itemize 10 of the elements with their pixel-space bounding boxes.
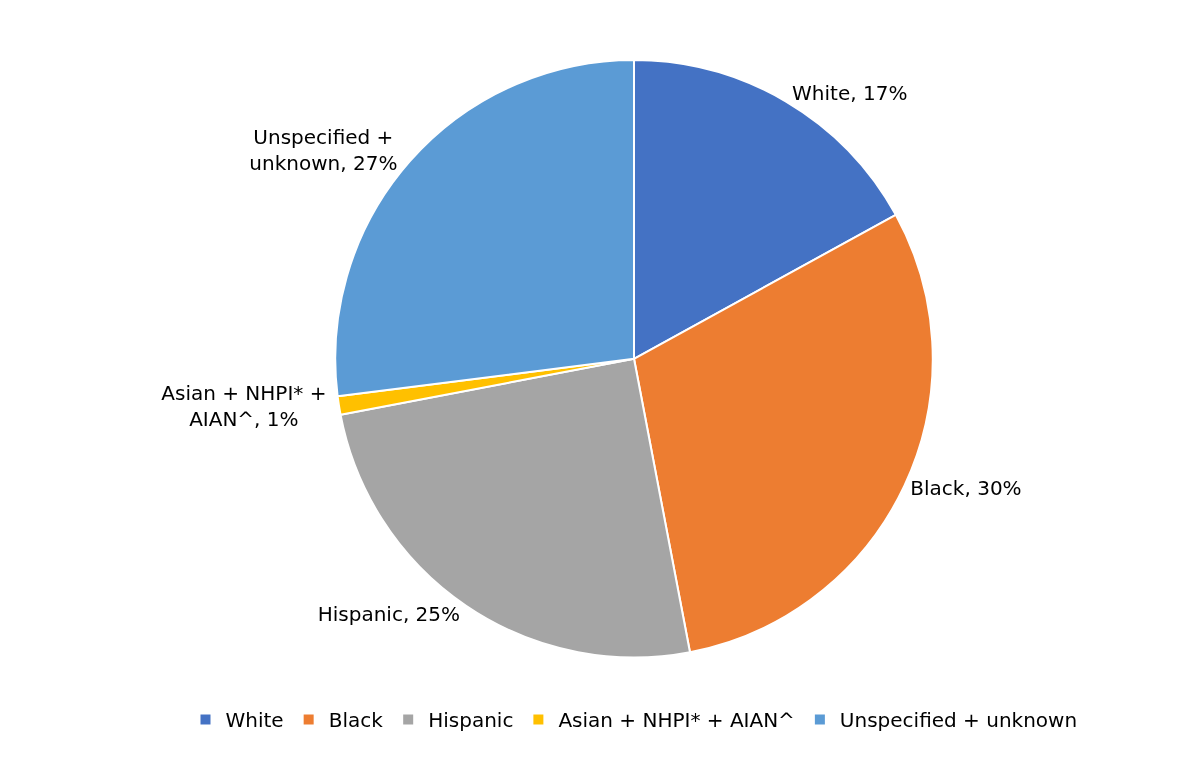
legend-label: Hispanic xyxy=(428,708,514,733)
legend-label: White xyxy=(225,708,284,733)
legend-label: Black xyxy=(328,708,384,733)
data-label: White, 17% xyxy=(792,80,908,105)
legend-label: Asian + NHPI* + AIAN^ xyxy=(558,708,795,733)
data-label: Asian + NHPI* + AIAN^, 1% xyxy=(161,381,327,432)
data-label: Unspecified + unknown, 27% xyxy=(249,125,398,176)
data-label: Hispanic, 25% xyxy=(317,602,461,627)
data-label: Black, 30% xyxy=(910,476,1022,501)
legend-label: Unspecified + unknown xyxy=(839,708,1078,733)
